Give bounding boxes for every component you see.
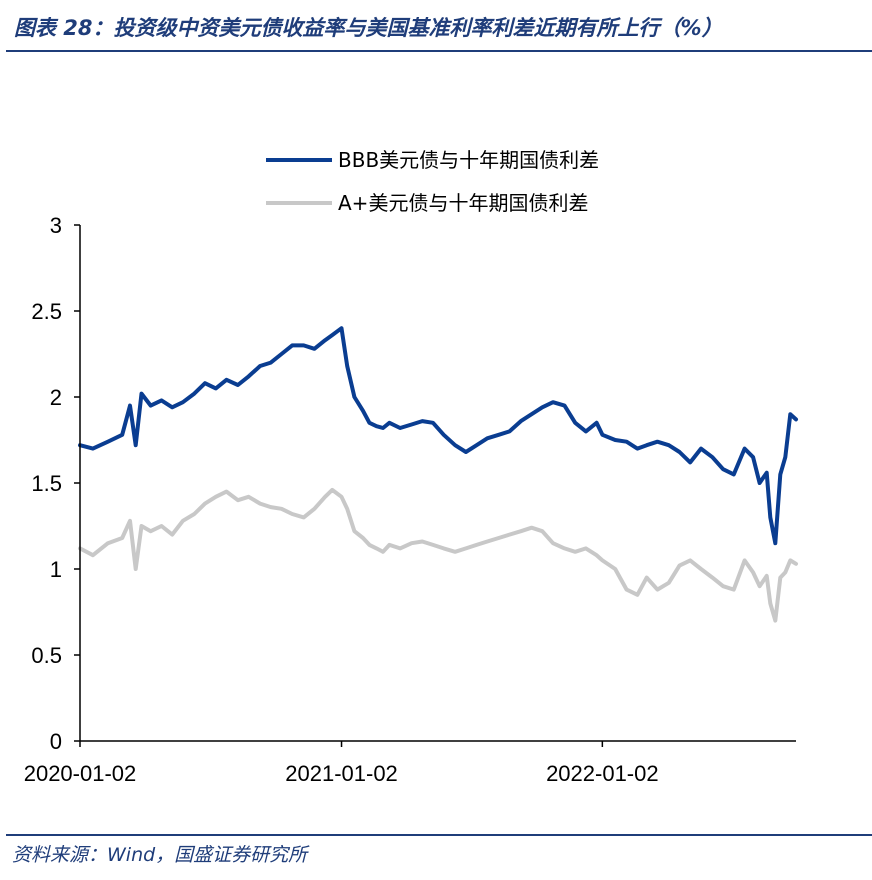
spread-line-chart: BBB美元债与十年期国债利差 A+美元债与十年期国债利差 0 0.5 1 1.5 2 2.… [24,148,798,786]
series-line-bbb [78,326,798,546]
legend-label-aplus: A+美元债与十年期国债利差 [338,191,588,215]
axes-layer: 0 0.5 1 1.5 2 2.5 3 2020-01-02 2021-01-02 2022-01… [24,213,796,786]
x-tick-label: 2022-01-02 [546,761,659,786]
y-tick-label: 1 [50,557,62,582]
series-line-aplus [78,487,798,623]
x-tick-label: 2020-01-02 [24,761,137,786]
x-tick-label: 2021-01-02 [285,761,398,786]
series-layer [78,326,798,623]
source-rule [6,834,872,836]
y-tick-label: 0 [50,729,62,754]
source-note: 资料来源：Wind，国盛证券研究所 [12,844,308,866]
legend-label-bbb: BBB美元债与十年期国债利差 [338,148,599,172]
title-rule [6,50,872,52]
y-tick-label: 2.5 [31,299,62,324]
y-tick-label: 0.5 [31,643,62,668]
chart-legend: BBB美元债与十年期国债利差 A+美元债与十年期国债利差 [266,148,599,215]
y-tick-label: 2 [50,385,62,410]
y-tick-label: 1.5 [31,471,62,496]
y-tick-label: 3 [50,213,62,238]
figure-title: 图表 28：投资级中资美元债收益率与美国基准利率利差近期有所上行（%） [14,16,723,40]
